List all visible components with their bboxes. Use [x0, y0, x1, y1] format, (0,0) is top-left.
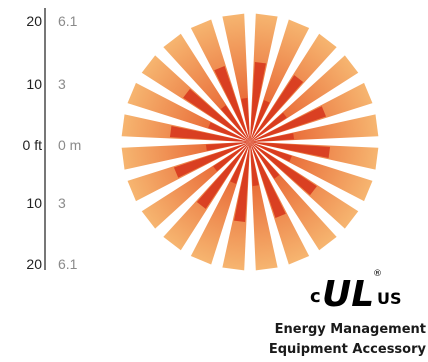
coverage-ray-outer	[250, 142, 379, 170]
scale-m-label: 6.1	[58, 256, 78, 272]
scale-ft-label: 20	[26, 256, 42, 272]
cert-mark-us: US	[377, 289, 402, 308]
coverage-ray	[121, 142, 250, 170]
coverage-ray-outer	[250, 114, 379, 142]
coverage-ray-outer	[121, 114, 250, 142]
coverage-ray-core	[220, 105, 250, 142]
coverage-ray-core	[250, 75, 304, 142]
coverage-ray-core	[169, 126, 250, 142]
coverage-ray-core	[234, 142, 250, 223]
coverage-ray-core	[241, 97, 250, 142]
coverage-ray	[250, 55, 359, 142]
certification-mark: c UL ® US	[310, 269, 402, 314]
coverage-ray	[250, 142, 379, 170]
scale-axis-line	[44, 8, 46, 270]
coverage-ray	[250, 33, 337, 142]
coverage-ray	[250, 13, 278, 142]
scale-ft-label: 10	[26, 195, 42, 211]
coverage-ray-core	[250, 142, 280, 179]
coverage-ray	[222, 13, 250, 142]
coverage-ray-outer	[222, 13, 250, 142]
scale-ft-label: 20	[26, 13, 42, 29]
coverage-ray-core	[250, 61, 266, 142]
coverage-ray	[250, 142, 373, 202]
coverage-ray	[250, 142, 278, 271]
coverage-ray-core	[213, 142, 250, 172]
coverage-ray-core	[250, 106, 327, 142]
coverage-ray	[250, 114, 379, 142]
coverage-ray-core	[250, 142, 259, 187]
distance-scale: 20 6.1 10 3 0 ft 0 m 10 3 20 6.1	[0, 0, 110, 290]
coverage-ray	[121, 114, 250, 142]
coverage-ray	[190, 19, 250, 142]
ray-group	[121, 13, 379, 271]
coverage-ray-core	[230, 142, 250, 184]
registered-mark: ®	[373, 269, 382, 279]
coverage-ray	[250, 82, 373, 142]
coverage-ray-outer	[121, 142, 250, 170]
caption-line-1: Energy Management	[274, 322, 426, 337]
coverage-ray-core	[250, 112, 287, 142]
product-caption: Energy Management Equipment Accessory	[269, 320, 426, 360]
coverage-ray-core	[214, 65, 250, 142]
coverage-ray-core	[250, 142, 286, 219]
cert-mark-c: c	[310, 286, 321, 307]
scale-ft-label: 10	[26, 76, 42, 92]
scale-m-label: 3	[58, 195, 66, 211]
coverage-ray-outer	[250, 13, 278, 142]
coverage-ray-core	[183, 88, 250, 142]
coverage-ray-core	[250, 133, 295, 142]
coverage-ray-core	[250, 142, 331, 158]
coverage-ray-core	[196, 142, 250, 209]
coverage-ray-core	[250, 142, 292, 162]
coverage-ray	[127, 82, 250, 142]
coverage-ray-core	[208, 122, 250, 142]
coverage-ray	[127, 142, 250, 202]
scale-m-label: 6.1	[58, 13, 78, 29]
scale-m-label: 3	[58, 76, 66, 92]
coverage-ray	[250, 142, 310, 265]
coverage-ray-core	[250, 142, 317, 196]
coverage-ray	[250, 142, 337, 251]
coverage-ray	[163, 142, 250, 251]
coverage-ray-core	[250, 100, 270, 142]
cert-mark-ul: UL	[322, 274, 374, 314]
caption-line-2: Equipment Accessory	[268, 342, 426, 357]
coverage-ray	[141, 55, 250, 142]
scale-ft-label: 0 ft	[22, 137, 42, 153]
coverage-ray	[222, 142, 250, 271]
coverage-ray	[190, 142, 250, 265]
coverage-pattern	[121, 13, 379, 271]
coverage-ray	[141, 142, 250, 229]
coverage-ray-outer	[222, 142, 250, 271]
coverage-ray	[163, 33, 250, 142]
coverage-ray	[250, 19, 310, 142]
coverage-ray-core	[205, 142, 250, 151]
coverage-ray	[250, 142, 359, 229]
scale-m-label: 0 m	[58, 137, 82, 153]
coverage-ray-outer	[250, 142, 278, 271]
coverage-ray-core	[173, 142, 250, 178]
